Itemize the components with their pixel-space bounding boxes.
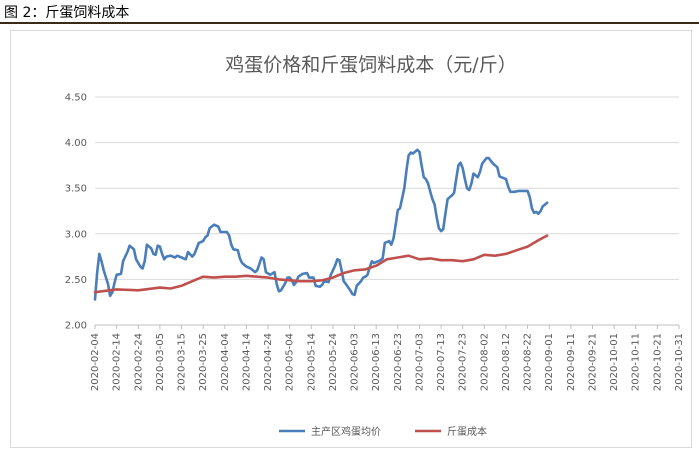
x-tick-label: 2020-07-03: [414, 333, 425, 391]
chart-container: 鸡蛋价格和斤蛋饲料成本（元/斤） 2.00 2.50 3.00 3.50 4.00 4.5…: [10, 30, 692, 448]
x-tick-label: 2020-10-01: [609, 333, 620, 391]
x-tick-label: 2020-05-14: [306, 333, 317, 391]
x-tick-label: 2020-06-03: [350, 333, 361, 391]
x-tick-label: 2020-09-21: [587, 333, 598, 391]
x-axis: 2020-02-04 2020-02-14 2020-02-24 2020-03-05…: [90, 324, 685, 391]
y-tick-label: 4.00: [65, 138, 87, 149]
series-line-1: [93, 148, 549, 301]
x-tick-label: 2020-04-24: [263, 333, 274, 391]
x-tick-label: 2020-08-02: [479, 333, 490, 391]
y-tick-label: 4.50: [65, 93, 87, 104]
y-tick-label: 2.50: [65, 275, 87, 286]
gridlines: [95, 96, 679, 326]
series-line-2: [93, 234, 549, 294]
legend-label-2: 斤蛋成本: [447, 425, 487, 438]
x-tick-label: 2020-03-25: [198, 333, 209, 391]
x-tick-label: 2020-04-04: [220, 333, 231, 391]
chart-title: 鸡蛋价格和斤蛋饲料成本（元/斤）: [225, 54, 516, 76]
x-tick-label: 2020-10-31: [674, 333, 685, 391]
x-tick-label: 2020-10-11: [631, 333, 642, 391]
legend: 主产区鸡蛋均价 斤蛋成本: [279, 425, 487, 438]
legend-label-1: 主产区鸡蛋均价: [311, 425, 381, 438]
x-tick-label: 2020-07-23: [458, 333, 469, 391]
caption-divider: [0, 22, 699, 24]
y-tick-label: 3.00: [65, 229, 87, 240]
x-tick-label: 2020-03-15: [177, 333, 188, 391]
y-tick-label: 2.00: [65, 321, 87, 332]
x-tick-label: 2020-02-04: [90, 333, 101, 391]
x-tick-label: 2020-09-01: [544, 333, 555, 391]
x-tick-label: 2020-10-21: [652, 333, 663, 391]
series-lines: [93, 148, 549, 301]
x-tick-label: 2020-03-05: [155, 333, 166, 391]
x-tick-label: 2020-04-14: [241, 333, 252, 391]
x-tick-label: 2020-06-23: [393, 333, 404, 391]
x-tick-label: 2020-07-13: [436, 333, 447, 391]
x-tick-label: 2020-06-13: [371, 333, 382, 391]
figure-caption: 图 2：斤蛋饲料成本: [4, 5, 130, 21]
x-tick-label: 2020-08-12: [501, 333, 512, 391]
y-axis: 2.00 2.50 3.00 3.50 4.00 4.50: [65, 93, 87, 332]
line-chart: 鸡蛋价格和斤蛋饲料成本（元/斤） 2.00 2.50 3.00 3.50 4.00 4.5…: [65, 54, 685, 438]
y-tick-label: 3.50: [65, 184, 87, 195]
x-tick-label: 2020-02-24: [133, 333, 144, 391]
x-tick-label: 2020-05-24: [328, 333, 339, 391]
x-tick-label: 2020-02-14: [112, 333, 123, 391]
x-tick-label: 2020-08-22: [523, 333, 534, 391]
x-tick-label: 2020-09-11: [566, 333, 577, 391]
x-tick-label: 2020-05-04: [285, 333, 296, 391]
